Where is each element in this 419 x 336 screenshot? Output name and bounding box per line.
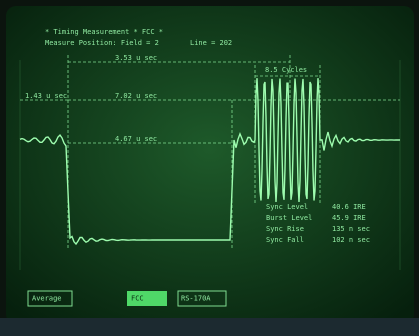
result-value: 135 n sec: [332, 225, 370, 233]
button[interactable]: Average: [27, 290, 73, 307]
result-value: 45.9 IRE: [332, 214, 366, 222]
result-label: Sync Level: [266, 203, 308, 211]
button[interactable]: FCC: [127, 291, 167, 306]
bottom-bezel: [0, 318, 419, 336]
title: * Timing Measurement * FCC *: [45, 28, 163, 36]
measure-label: 1.43 u sec: [25, 92, 67, 100]
result-label: Sync Rise: [266, 225, 304, 233]
measure-label: 8.5 Cycles: [265, 66, 307, 74]
position: Measure Position: Field = 2: [45, 39, 159, 47]
result-label: Burst Level: [266, 214, 312, 222]
crt: [6, 6, 414, 324]
button-label[interactable]: FCC: [131, 295, 144, 303]
results-table: Sync Level 40.6 IRE Burst Level 45.9 IRE…: [266, 203, 370, 244]
button-frame[interactable]: [127, 291, 167, 306]
button-frame[interactable]: [27, 290, 73, 307]
waveform: [19, 78, 401, 246]
button-frame[interactable]: [177, 290, 227, 307]
measure-label: 4.67 u sec: [115, 135, 157, 143]
result-label: Sync Fall: [266, 236, 304, 244]
measure-label: 3.53 u sec: [115, 54, 157, 62]
result-value: 102 n sec: [332, 236, 370, 244]
line-number: Line = 202: [190, 39, 232, 47]
button[interactable]: RS-170A: [177, 290, 227, 307]
measure-label: 7.02 u sec: [115, 92, 157, 100]
graticule: [19, 60, 401, 270]
result-value: 40.6 IRE: [332, 203, 366, 211]
button-label[interactable]: Average: [32, 295, 62, 303]
button-label[interactable]: RS-170A: [181, 295, 211, 303]
